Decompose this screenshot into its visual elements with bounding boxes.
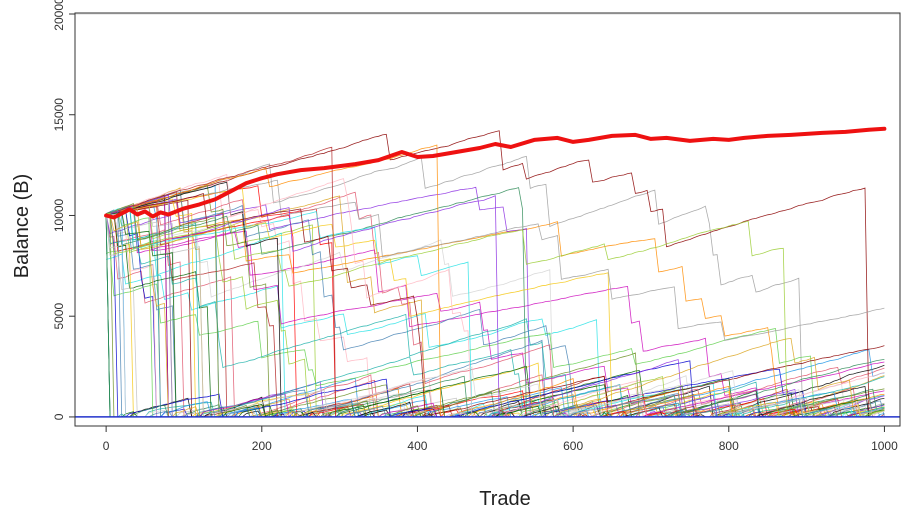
y-tick-label: 10000	[52, 198, 66, 232]
simulation-path-line	[106, 200, 885, 418]
x-axis: 0 200 400 600 800 1000	[103, 426, 898, 453]
simulation-path-line	[106, 206, 885, 418]
simulation-path-line	[105, 214, 885, 418]
simulation-path-line	[105, 212, 885, 418]
simulation-path-line	[106, 206, 885, 418]
simulation-path-line	[106, 200, 885, 418]
y-tick-label: 20000	[52, 0, 66, 31]
simulation-path-line	[105, 204, 885, 418]
x-tick-label: 400	[407, 439, 427, 453]
simulation-path-line	[106, 207, 885, 418]
simulation-path-line	[106, 192, 885, 418]
y-tick-label: 0	[52, 413, 66, 420]
simulation-path-line	[105, 214, 885, 418]
x-tick-label: 800	[719, 439, 739, 453]
simulation-path-line	[105, 214, 885, 418]
simulation-path-line	[105, 214, 885, 418]
simulation-path-line	[105, 213, 885, 418]
plot-frame	[74, 12, 901, 427]
simulation-path-line	[105, 202, 885, 418]
overlay-lines	[75, 13, 900, 418]
simulation-path-line	[106, 130, 885, 418]
simulation-path-line	[105, 200, 885, 418]
simulation-paths	[105, 130, 885, 418]
x-tick-label: 200	[252, 439, 272, 453]
simulation-path-line	[106, 198, 885, 418]
simulation-path-line	[105, 205, 885, 418]
y-axis-title: Balance (B)	[11, 174, 33, 279]
x-tick-label: 600	[563, 439, 583, 453]
simulation-path-line	[105, 205, 885, 418]
simulation-path-line	[105, 214, 885, 418]
simulation-path-line	[105, 206, 885, 418]
x-tick-label: 0	[103, 439, 110, 453]
simulation-path-line	[105, 191, 885, 418]
x-axis-title: Trade	[479, 488, 531, 508]
simulation-path-line	[105, 214, 885, 418]
simulation-path-line	[106, 191, 885, 418]
y-tick-label: 5000	[52, 303, 66, 330]
simulation-path-line	[105, 214, 885, 418]
simulation-path-line	[105, 214, 885, 418]
y-axis: 0 5000 10000 15000 20000	[52, 0, 75, 420]
y-tick-label: 15000	[52, 98, 66, 132]
x-tick-label: 1000	[871, 439, 898, 453]
simulation-path-line	[105, 214, 885, 418]
mean-balance-line	[104, 126, 887, 220]
simulation-path-line	[105, 155, 885, 418]
